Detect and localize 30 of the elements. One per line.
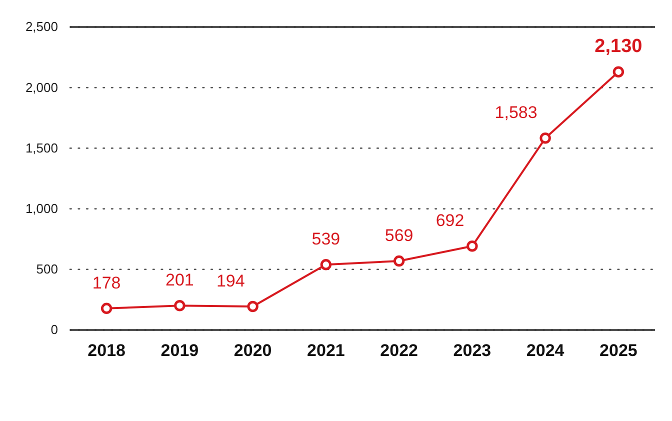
point [174,300,186,312]
x-tick-label: 2021 [307,341,345,360]
y-tick-label: 1,000 [25,200,58,216]
point [320,259,332,270]
x-tick-label: 2018 [88,341,126,360]
data-label: 194 [216,271,245,290]
x-tick-label: 2023 [453,341,492,360]
x-tick-label: 2022 [380,341,418,360]
point [247,300,258,312]
point [612,66,624,78]
y-tick-label: 0 [50,322,58,338]
data-label: 2,130 [594,36,642,57]
point [100,302,112,314]
x-tick-label: 2024 [526,341,565,360]
x-tick-label: 2019 [160,341,199,360]
point [393,255,405,267]
data-label: 539 [312,230,340,249]
x-tick-label: 2025 [600,341,638,360]
data-label: 201 [166,270,194,290]
point [540,132,551,144]
data-label: 178 [92,273,121,292]
y-tick-label: 500 [36,262,58,277]
x-tick-label: 2020 [234,341,272,360]
data-label: 692 [436,211,464,230]
data-label: 569 [384,226,414,246]
data-label: 1,583 [494,103,538,122]
y-tick-label: 2,500 [25,19,58,34]
y-tick-label: 2,000 [25,80,58,95]
point [466,240,478,252]
y-tick-label: 1,500 [25,140,58,156]
